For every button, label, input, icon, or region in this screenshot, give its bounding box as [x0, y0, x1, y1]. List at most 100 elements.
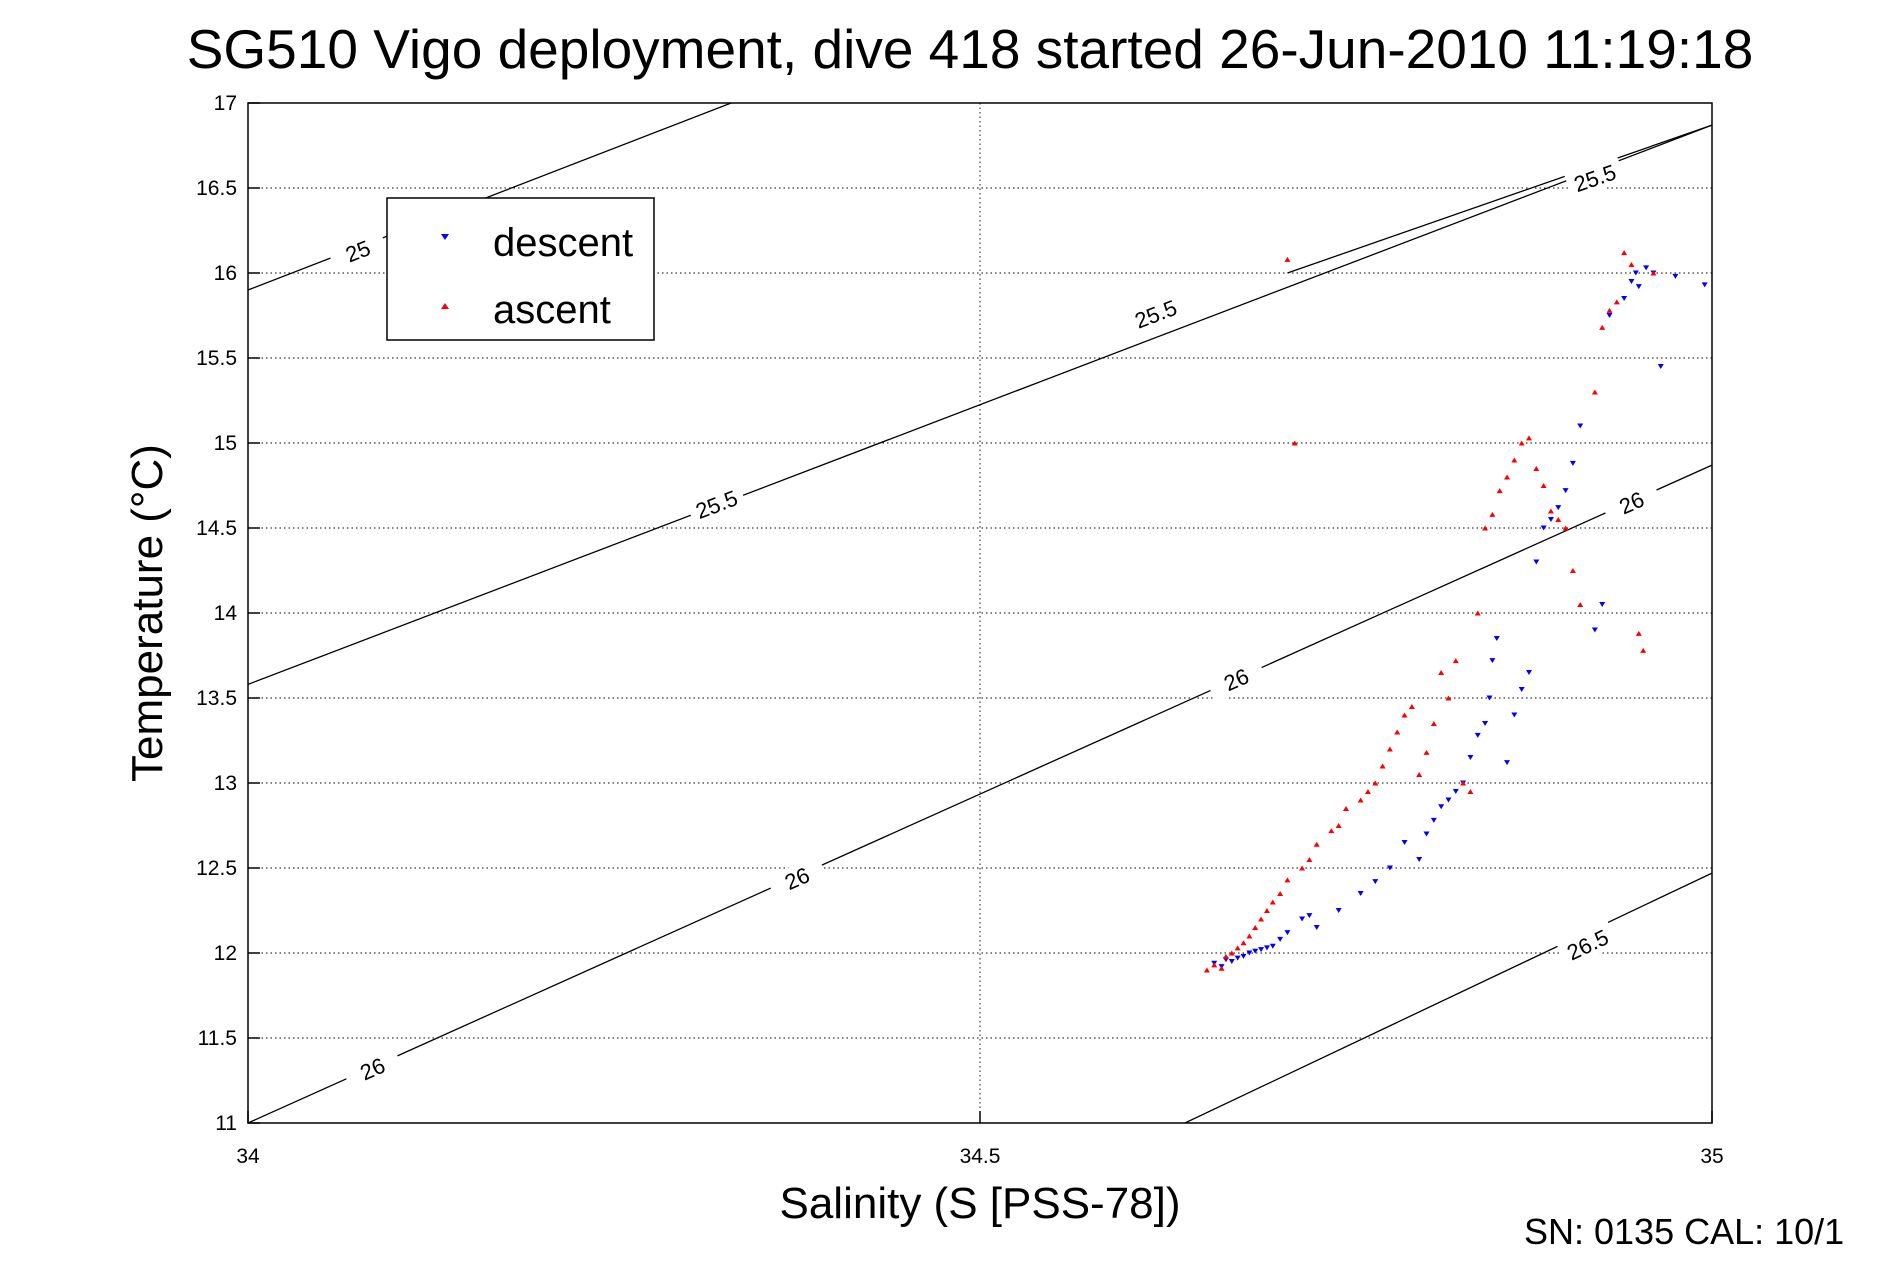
point-descent-25 — [1445, 797, 1452, 803]
y-tick-label-4: 13 — [214, 772, 237, 795]
contour-line-4 — [1184, 872, 1712, 1123]
legend-box — [386, 197, 655, 341]
point-ascent-7 — [1246, 933, 1253, 939]
point-descent-38 — [1533, 559, 1540, 565]
point-ascent-28 — [1416, 772, 1423, 777]
point-ascent-56 — [1628, 262, 1635, 267]
point-ascent-18 — [1335, 823, 1342, 828]
point-descent-16 — [1335, 908, 1342, 913]
point-ascent-50 — [1577, 602, 1584, 607]
contour-label-bg-3-3 — [1600, 479, 1663, 526]
point-descent-56 — [1701, 282, 1708, 288]
y-tick-label-7: 14.5 — [196, 517, 237, 540]
point-descent-19 — [1386, 865, 1393, 871]
point-descent-21 — [1416, 857, 1423, 862]
point-ascent-47 — [1555, 517, 1562, 522]
contour-label-bg-3-1 — [766, 854, 828, 902]
y-tick-label-0: 11 — [215, 1112, 237, 1135]
point-ascent-17 — [1328, 828, 1335, 834]
legend-marker-descent — [441, 234, 449, 240]
point-ascent-32 — [1445, 695, 1452, 701]
point-ascent-60 — [1284, 256, 1291, 262]
point-descent-49 — [1628, 279, 1635, 284]
legend-label-descent: descent — [493, 221, 633, 265]
point-descent-33 — [1493, 636, 1500, 641]
x-tick-label-0: 34 — [236, 1145, 260, 1168]
point-descent-6 — [1246, 950, 1253, 956]
point-ascent-27 — [1408, 704, 1415, 709]
point-ascent-33 — [1452, 658, 1459, 664]
y-tick-label-1: 11.5 — [198, 1027, 237, 1050]
point-descent-44 — [1577, 423, 1584, 429]
point-ascent-26 — [1401, 712, 1408, 718]
point-descent-37 — [1526, 670, 1532, 675]
point-ascent-24 — [1386, 746, 1393, 752]
point-ascent-43 — [1526, 435, 1532, 441]
point-ascent-21 — [1364, 789, 1371, 794]
legend-label-ascent: ascent — [493, 288, 611, 332]
point-ascent-9 — [1258, 916, 1265, 922]
chart-title: SG510 Vigo deployment, dive 418 started … — [187, 18, 1754, 80]
contour-label-bg-1-0 — [685, 482, 748, 527]
point-descent-12 — [1284, 930, 1291, 936]
point-descent-40 — [1547, 517, 1554, 522]
point-descent-48 — [1621, 296, 1628, 301]
y-tick-label-11: 16.5 — [196, 177, 237, 200]
point-ascent-8 — [1252, 925, 1259, 930]
y-tick-label-6: 14 — [214, 602, 238, 625]
point-descent-7 — [1252, 948, 1259, 954]
point-ascent-29 — [1423, 749, 1430, 755]
point-descent-30 — [1482, 721, 1489, 726]
point-ascent-31 — [1438, 670, 1445, 675]
y-tick-label-9: 15.5 — [196, 347, 237, 370]
point-ascent-13 — [1284, 877, 1291, 883]
y-tick-label-12: 17 — [214, 92, 237, 115]
point-ascent-40 — [1504, 474, 1511, 480]
point-descent-47 — [1606, 313, 1613, 318]
point-descent-8 — [1258, 947, 1265, 953]
point-descent-18 — [1372, 879, 1379, 885]
point-descent-35 — [1511, 712, 1518, 718]
point-ascent-22 — [1372, 780, 1379, 786]
point-descent-15 — [1313, 925, 1320, 930]
point-descent-9 — [1263, 945, 1270, 951]
point-ascent-25 — [1394, 729, 1401, 735]
contour-label-bg-3-0 — [341, 1045, 404, 1092]
point-ascent-49 — [1569, 568, 1576, 573]
point-ascent-52 — [1599, 324, 1606, 330]
point-ascent-16 — [1313, 841, 1320, 847]
point-descent-32 — [1489, 658, 1496, 664]
point-descent-52 — [1643, 265, 1650, 271]
legend: descent ascent — [386, 197, 655, 341]
contour-label-bg-2-0 — [1564, 156, 1626, 200]
point-descent-26 — [1452, 789, 1459, 794]
footer-serial-calibration: SN: 0135 CAL: 10/1 — [1524, 1211, 1844, 1252]
x-tick-label-1: 34.5 — [960, 1145, 1001, 1168]
point-descent-13 — [1299, 916, 1306, 922]
point-ascent-15 — [1306, 857, 1313, 862]
y-tick-label-3: 12.5 — [196, 857, 237, 880]
point-ascent-14 — [1299, 865, 1306, 871]
point-descent-28 — [1467, 755, 1474, 760]
point-descent-11 — [1277, 936, 1284, 942]
contour-label-bg-3-2 — [1205, 655, 1268, 703]
point-descent-20 — [1401, 840, 1408, 845]
point-ascent-45 — [1540, 483, 1547, 488]
legend-marker-ascent — [441, 303, 449, 309]
point-ascent-51 — [1591, 389, 1598, 395]
y-tick-label-8: 15 — [214, 432, 237, 455]
data-points — [1203, 250, 1708, 973]
point-descent-43 — [1569, 460, 1576, 466]
contour-label-bg-4-0 — [1556, 920, 1619, 969]
point-ascent-19 — [1343, 806, 1349, 811]
y-tick-label-10: 16 — [214, 262, 237, 285]
x-axis-ticks: 34 34.5 35 — [236, 1111, 1724, 1168]
point-descent-50 — [1632, 270, 1639, 276]
point-ascent-44 — [1533, 466, 1540, 471]
point-ascent-23 — [1379, 763, 1386, 769]
point-descent-29 — [1474, 732, 1481, 738]
point-descent-14 — [1306, 913, 1313, 919]
y-tick-label-5: 13.5 — [196, 687, 237, 710]
point-descent-34 — [1504, 760, 1511, 766]
